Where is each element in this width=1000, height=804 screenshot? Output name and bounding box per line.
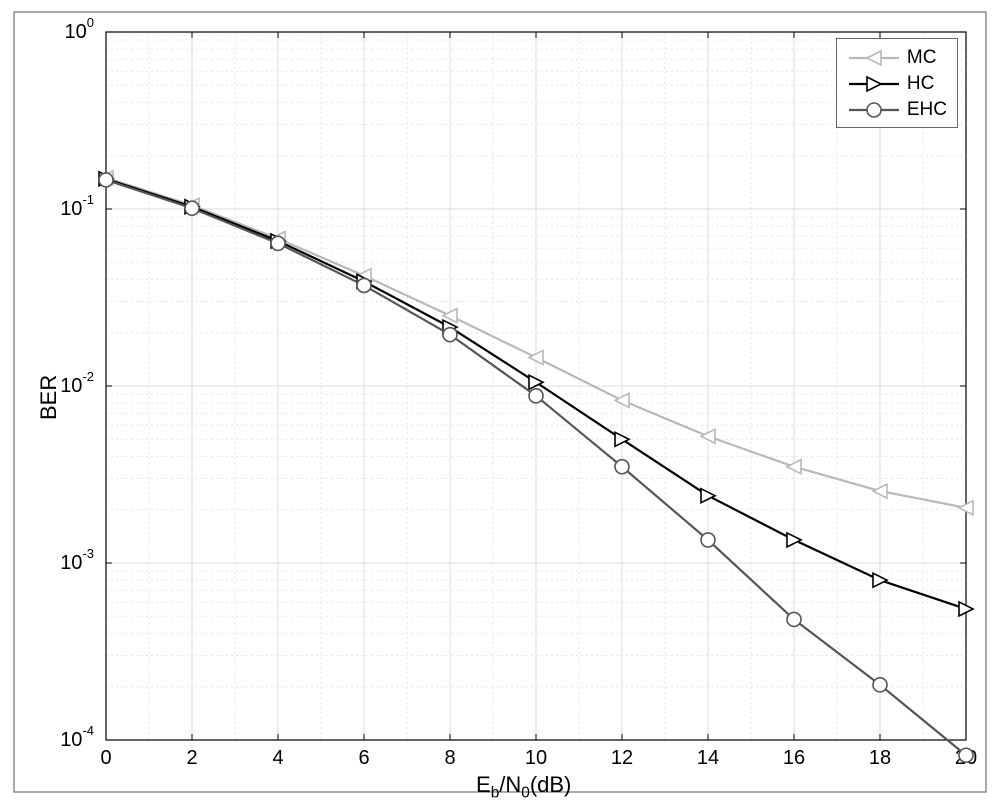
- ber-chart: 0246810121416182010-410-310-210-1100 BER…: [0, 0, 1000, 804]
- legend-swatch: [847, 74, 901, 94]
- legend-item-ehc: EHC: [847, 97, 947, 123]
- legend-item-hc: HC: [847, 71, 947, 97]
- legend-label: HC: [907, 73, 934, 95]
- svg-text:2: 2: [186, 747, 197, 769]
- legend-label: MC: [907, 47, 937, 69]
- svg-text:0: 0: [100, 747, 111, 769]
- svg-text:10: 10: [525, 747, 547, 769]
- svg-text:8: 8: [444, 747, 455, 769]
- legend-swatch: [847, 48, 901, 68]
- svg-text:12: 12: [611, 747, 633, 769]
- svg-text:18: 18: [869, 747, 891, 769]
- svg-text:4: 4: [272, 747, 283, 769]
- svg-text:16: 16: [783, 747, 805, 769]
- svg-text:6: 6: [358, 747, 369, 769]
- y-axis-label: BER: [36, 375, 62, 420]
- x-axis-label: Eb/N0(dB): [476, 772, 571, 802]
- svg-text:100: 100: [65, 15, 94, 43]
- legend-label: EHC: [907, 99, 947, 121]
- svg-text:10-4: 10-4: [60, 723, 94, 751]
- svg-text:10-3: 10-3: [60, 546, 94, 574]
- legend-item-mc: MC: [847, 45, 947, 71]
- svg-text:10-2: 10-2: [60, 369, 94, 397]
- legend-swatch: [847, 100, 901, 120]
- svg-text:10-1: 10-1: [60, 192, 94, 220]
- svg-text:14: 14: [697, 747, 719, 769]
- legend: MC HC EHC: [836, 38, 958, 128]
